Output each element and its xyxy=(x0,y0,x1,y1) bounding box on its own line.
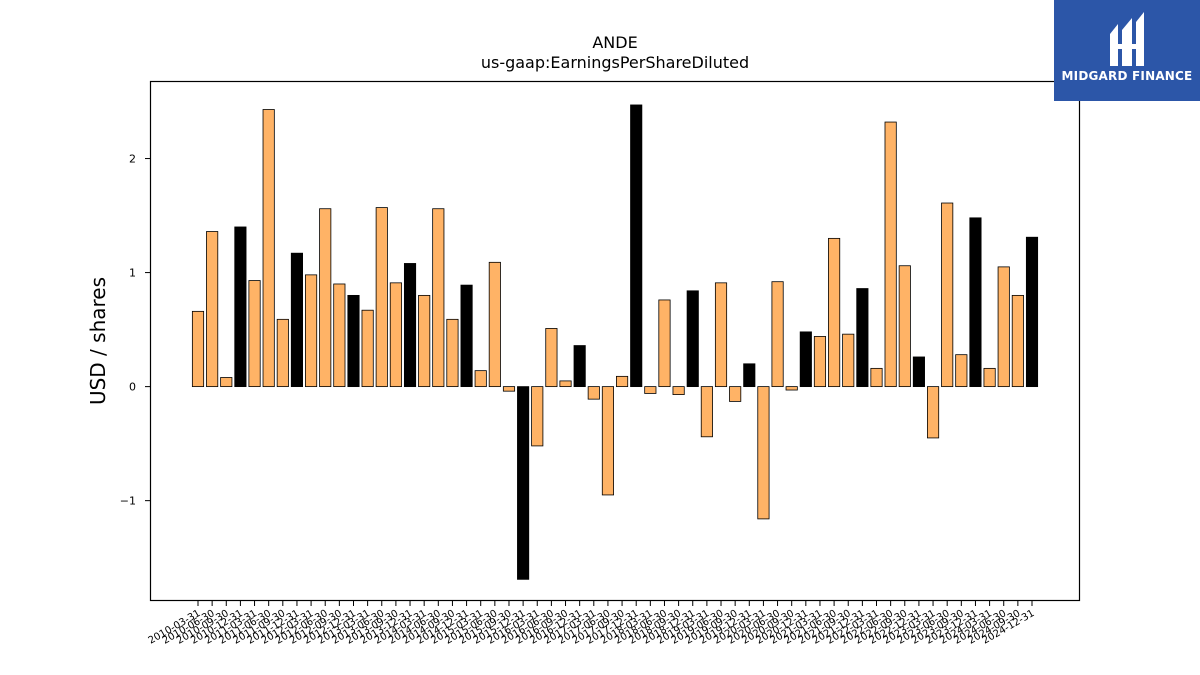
bar-2019-12-31 xyxy=(743,363,756,388)
bar-2020-12-31 xyxy=(799,331,812,388)
bar-2020-09-30 xyxy=(785,386,798,391)
bar-2015-09-30 xyxy=(502,386,516,392)
bar-2013-03-31 xyxy=(361,309,374,388)
bar-2015-12-31 xyxy=(517,386,530,580)
chart-subtitle: us-gaap:EarningsPerShareDiluted xyxy=(481,53,749,72)
bar-2014-06-30 xyxy=(432,208,445,388)
bar-2010-09-30 xyxy=(220,377,233,388)
bar-2024-03-31 xyxy=(983,367,996,388)
bars-layer xyxy=(191,104,1039,580)
bar-2023-06-30 xyxy=(941,202,954,388)
bar-2011-12-31 xyxy=(290,252,304,388)
bar-2012-06-30 xyxy=(319,208,332,388)
y-tick-label-0: 0 xyxy=(129,381,136,394)
midgard-logo-icon xyxy=(1110,12,1144,66)
bar-2023-09-30 xyxy=(955,354,968,388)
logo-text: MIDGARD FINANCE xyxy=(1061,69,1193,83)
bar-2019-09-30 xyxy=(729,386,742,402)
bar-2018-06-30 xyxy=(658,299,671,388)
bar-2010-12-31 xyxy=(234,226,247,388)
bar-2023-12-31 xyxy=(969,217,982,388)
brand-logo: MIDGARD FINANCE xyxy=(1054,0,1200,101)
bar-2017-03-31 xyxy=(587,386,600,400)
bar-2023-03-31 xyxy=(927,386,940,439)
bar-2022-03-31 xyxy=(870,367,883,388)
x-axis: 2010-03-312010-06-302010-09-302010-12-31… xyxy=(147,601,1037,647)
bar-2024-12-31 xyxy=(1025,236,1039,388)
bar-2019-03-31 xyxy=(700,386,713,438)
bar-2013-06-30 xyxy=(375,207,388,388)
bar-2024-09-30 xyxy=(1011,294,1024,388)
bar-2022-12-31 xyxy=(912,356,925,388)
bar-2011-03-31 xyxy=(248,280,261,388)
y-tick-label-2: 2 xyxy=(129,153,136,166)
bar-2010-06-30 xyxy=(206,231,219,388)
y-axis-label: USD / shares xyxy=(86,277,110,405)
bar-2017-12-31 xyxy=(630,104,643,388)
bar-2021-03-31 xyxy=(813,336,827,388)
bar-2019-06-30 xyxy=(714,282,728,388)
bar-2016-12-31 xyxy=(573,345,586,388)
bar-2011-09-30 xyxy=(276,318,289,388)
bar-2015-03-31 xyxy=(474,370,487,388)
bar-2020-03-31 xyxy=(757,386,770,520)
y-tick-label-1: 1 xyxy=(129,267,136,280)
bar-2013-12-31 xyxy=(403,263,417,388)
bar-2016-06-30 xyxy=(545,328,558,388)
bar-2018-12-31 xyxy=(686,290,699,388)
bar-2012-03-31 xyxy=(305,274,318,388)
bar-2015-06-30 xyxy=(488,261,501,388)
bar-2012-12-31 xyxy=(347,294,360,388)
bar-2021-09-30 xyxy=(842,333,855,388)
bar-2022-06-30 xyxy=(884,121,897,388)
bar-2012-09-30 xyxy=(333,283,346,388)
bar-2014-12-31 xyxy=(460,284,473,388)
bar-2010-03-31 xyxy=(191,310,205,388)
bar-2017-09-30 xyxy=(616,375,629,388)
bar-2020-06-30 xyxy=(771,281,784,388)
bar-2014-03-31 xyxy=(418,294,431,388)
plot-frame xyxy=(149,80,1081,602)
bar-2011-06-30 xyxy=(262,109,275,388)
bar-2022-09-30 xyxy=(898,265,911,388)
bar-2018-09-30 xyxy=(672,386,685,395)
bar-2014-09-30 xyxy=(446,318,459,388)
bar-2016-03-31 xyxy=(531,386,544,447)
bar-2021-06-30 xyxy=(828,237,841,388)
y-tick-label--1: −1 xyxy=(120,495,136,508)
bar-2021-12-31 xyxy=(856,288,869,388)
bar-2018-03-31 xyxy=(644,386,657,394)
chart-title: ANDE xyxy=(592,33,637,52)
bar-2024-06-30 xyxy=(997,266,1010,388)
bar-2017-06-30 xyxy=(601,386,614,496)
y-axis: −1 0 1 2 xyxy=(120,153,150,508)
bar-2016-09-30 xyxy=(559,380,572,388)
bar-2013-09-30 xyxy=(389,282,402,388)
